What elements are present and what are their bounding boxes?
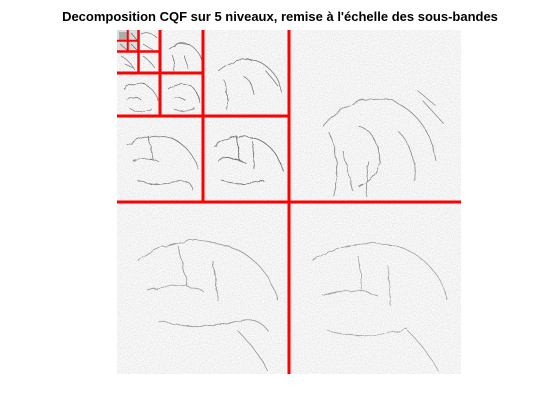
subband-level2-hl <box>216 58 282 109</box>
subband-level1-hh <box>311 241 448 371</box>
figure-title: Decomposition CQF sur 5 niveaux, remise … <box>62 9 498 24</box>
subband-level1-hl <box>321 89 443 196</box>
subband-level1-lh <box>136 239 278 371</box>
subband-grid-lines <box>117 30 461 374</box>
subband-level3-hl <box>166 42 202 71</box>
subband-image-axes <box>117 30 461 374</box>
subband-level2-hh <box>212 133 283 184</box>
subband-level2-lh <box>126 134 198 191</box>
subband-level3-hh <box>166 82 200 111</box>
subband-level3-lh <box>122 82 158 111</box>
subband-image <box>117 30 461 374</box>
